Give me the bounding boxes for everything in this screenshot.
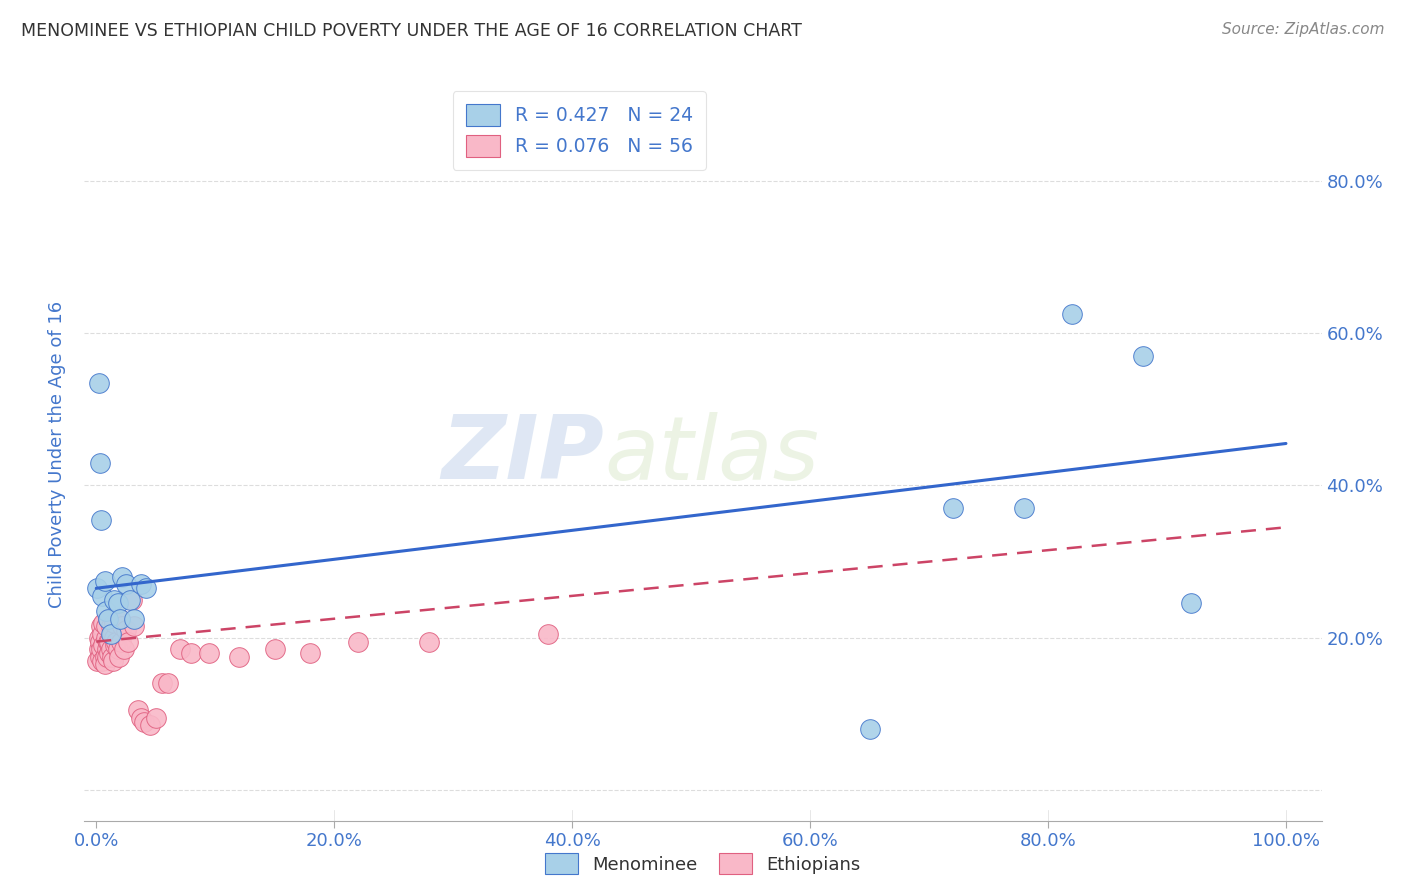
Point	[198, 646, 221, 660]
Text: Source: ZipAtlas.com: Source: ZipAtlas.com	[1222, 22, 1385, 37]
Point	[121, 592, 143, 607]
Point	[93, 649, 115, 664]
Point	[110, 634, 132, 648]
Point	[228, 649, 250, 664]
Point	[124, 612, 146, 626]
Text: atlas: atlas	[605, 412, 818, 498]
Point	[91, 627, 114, 641]
Point	[100, 649, 122, 664]
Point	[118, 592, 141, 607]
Point	[101, 654, 124, 668]
Point	[111, 619, 134, 633]
Point	[180, 646, 202, 660]
Point	[117, 634, 139, 648]
Point	[139, 718, 162, 732]
Point	[96, 649, 118, 664]
Text: ZIP: ZIP	[441, 411, 605, 499]
Legend: Menominee, Ethiopians: Menominee, Ethiopians	[538, 846, 868, 881]
Point	[169, 642, 191, 657]
Point	[90, 619, 112, 633]
Point	[107, 642, 129, 657]
Point	[1060, 307, 1083, 321]
Point	[104, 639, 127, 653]
Point	[89, 456, 111, 470]
Point	[131, 711, 153, 725]
Point	[1180, 597, 1202, 611]
Point	[87, 376, 110, 390]
Point	[103, 631, 125, 645]
Point	[100, 619, 122, 633]
Point	[156, 676, 179, 690]
Point	[94, 604, 117, 618]
Point	[100, 627, 122, 641]
Point	[150, 676, 173, 690]
Point	[108, 612, 131, 626]
Point	[108, 612, 131, 626]
Point	[86, 654, 108, 668]
Point	[93, 574, 115, 588]
Point	[94, 631, 117, 645]
Point	[132, 714, 155, 729]
Point	[93, 615, 115, 630]
Point	[97, 612, 120, 626]
Point	[112, 642, 135, 657]
Point	[1132, 349, 1154, 363]
Point	[145, 711, 167, 725]
Point	[127, 703, 149, 717]
Point	[94, 619, 117, 633]
Point	[87, 642, 110, 657]
Point	[97, 634, 120, 648]
Point	[100, 627, 122, 641]
Point	[418, 634, 440, 648]
Point	[135, 581, 157, 595]
Point	[299, 646, 322, 660]
Point	[90, 513, 112, 527]
Point	[131, 577, 153, 591]
Point	[108, 649, 131, 664]
Point	[93, 657, 115, 672]
Point	[103, 615, 125, 630]
Point	[103, 592, 125, 607]
Point	[89, 649, 111, 664]
Point	[98, 646, 121, 660]
Point	[100, 642, 122, 657]
Point	[124, 619, 146, 633]
Point	[105, 634, 128, 648]
Legend: R = 0.427   N = 24, R = 0.076   N = 56: R = 0.427 N = 24, R = 0.076 N = 56	[453, 91, 706, 170]
Point	[942, 501, 965, 516]
Point	[347, 634, 370, 648]
Point	[86, 581, 108, 595]
Point	[87, 631, 110, 645]
Point	[1012, 501, 1035, 516]
Point	[96, 642, 118, 657]
Point	[115, 577, 138, 591]
Point	[90, 642, 112, 657]
Point	[89, 634, 111, 648]
Point	[91, 589, 114, 603]
Point	[91, 654, 114, 668]
Point	[93, 639, 115, 653]
Point	[97, 612, 120, 626]
Point	[107, 597, 129, 611]
Point	[537, 627, 560, 641]
Point	[263, 642, 285, 657]
Point	[111, 570, 134, 584]
Y-axis label: Child Poverty Under the Age of 16: Child Poverty Under the Age of 16	[48, 301, 66, 608]
Point	[98, 634, 121, 648]
Text: MENOMINEE VS ETHIOPIAN CHILD POVERTY UNDER THE AGE OF 16 CORRELATION CHART: MENOMINEE VS ETHIOPIAN CHILD POVERTY UND…	[21, 22, 801, 40]
Point	[858, 723, 880, 737]
Point	[115, 623, 138, 637]
